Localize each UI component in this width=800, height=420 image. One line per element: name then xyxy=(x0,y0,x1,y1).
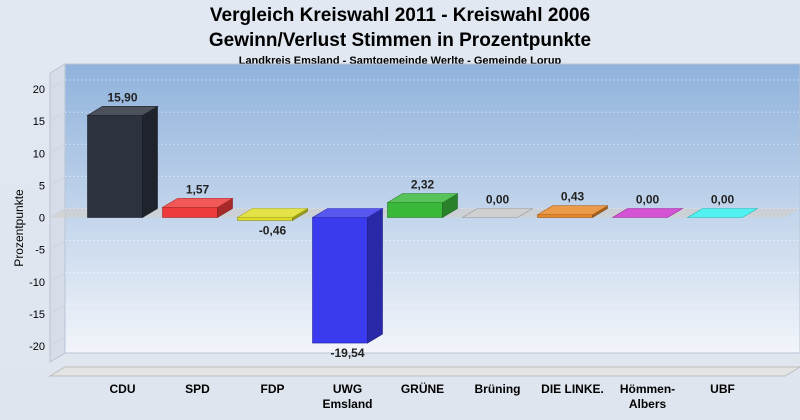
x-tick-label: CDU xyxy=(110,382,136,396)
y-tick-label: 15 xyxy=(33,116,45,128)
bar-side xyxy=(367,207,383,344)
bar-top xyxy=(311,208,384,218)
y-tick-label: -20 xyxy=(29,341,45,353)
y-axis-label: Prozentpunkte xyxy=(12,189,26,267)
bar-side xyxy=(142,105,158,219)
x-tick-label: SPD xyxy=(185,382,210,396)
x-tick-label-line: DIE LINKE. xyxy=(541,382,604,396)
y-tick-label: -15 xyxy=(29,309,45,321)
bar xyxy=(311,207,384,344)
bar-front xyxy=(387,202,443,218)
bar-front xyxy=(237,217,293,221)
bar xyxy=(686,208,759,218)
bar-front xyxy=(87,115,143,218)
x-tick-label-line: UWG xyxy=(333,382,362,396)
data-label: 15,90 xyxy=(107,90,137,104)
bar-front xyxy=(162,207,218,218)
x-tick-label: Hömmen-Albers xyxy=(620,382,675,411)
gridline-side xyxy=(49,272,66,283)
gridline-side xyxy=(49,336,66,347)
gridline-side xyxy=(49,111,66,122)
data-label: -0,46 xyxy=(259,223,287,237)
data-label: 0,00 xyxy=(711,193,735,207)
bar-top xyxy=(161,198,234,208)
data-label: -19,54 xyxy=(330,346,364,360)
plot-area: 20 15 10 5 0 -5 -10 -15 -20 15,90 CDU 1,57 SPD -0,46 F… xyxy=(29,63,800,411)
y-tick-label: 10 xyxy=(33,148,45,160)
x-tick-label: FDP xyxy=(261,382,285,396)
x-tick-label-line: FDP xyxy=(261,382,285,396)
y-tick-label: 0 xyxy=(39,213,45,225)
x-tick-label-line: CDU xyxy=(110,382,136,396)
bar-top xyxy=(536,205,609,216)
data-label: 2,32 xyxy=(411,178,435,192)
x-tick-label-line: Emsland xyxy=(322,397,372,411)
bar xyxy=(86,105,159,219)
bar-top xyxy=(611,208,684,218)
bar-top xyxy=(686,208,759,218)
chart-subtitle: Gewinn/Verlust Stimmen in Prozentpunkte xyxy=(209,30,591,51)
x-tick-label-line: UBF xyxy=(710,382,735,396)
x-tick-label: DIE LINKE. xyxy=(541,382,604,396)
y-tick-label: -10 xyxy=(29,277,45,289)
bar xyxy=(536,205,609,219)
x-tick-label-line: SPD xyxy=(185,382,210,396)
y-tick-label: 20 xyxy=(33,84,45,96)
gridline-side xyxy=(49,240,66,251)
data-label: 1,57 xyxy=(186,182,210,196)
bar-top xyxy=(86,106,159,116)
bar xyxy=(161,197,234,219)
x-tick-label-line: GRÜNE xyxy=(401,381,444,396)
y-tick-label: -5 xyxy=(35,245,45,257)
bar xyxy=(461,208,534,218)
x-tick-label-line: Albers xyxy=(629,397,667,411)
chart-title: Vergleich Kreiswahl 2011 - Kreiswahl 200… xyxy=(210,5,590,26)
bar-front xyxy=(312,217,368,344)
data-label: 0,43 xyxy=(561,190,585,204)
x-tick-label: GRÜNE xyxy=(401,381,444,396)
x-tick-label-line: Brüning xyxy=(475,382,521,396)
y-tick-label: 5 xyxy=(39,180,45,192)
bar xyxy=(386,193,459,219)
data-label: 0,00 xyxy=(636,193,660,207)
bar-front xyxy=(537,214,593,218)
bar-top xyxy=(236,208,309,218)
bar-top xyxy=(461,208,534,218)
bar-top xyxy=(386,193,459,203)
bar xyxy=(611,208,684,218)
x-tick-label: UBF xyxy=(710,382,735,396)
bar xyxy=(236,207,309,221)
x-tick-label: UWG Emsland xyxy=(322,382,372,411)
plot-floor xyxy=(48,366,800,377)
x-tick-label: Brüning xyxy=(475,382,521,396)
gridline-side xyxy=(49,175,66,186)
gridline-side xyxy=(49,143,66,154)
gridline-side xyxy=(49,79,66,90)
gridline-side xyxy=(49,304,66,315)
data-label: 0,00 xyxy=(486,193,510,207)
x-tick-label-line: Hömmen- xyxy=(620,382,675,396)
